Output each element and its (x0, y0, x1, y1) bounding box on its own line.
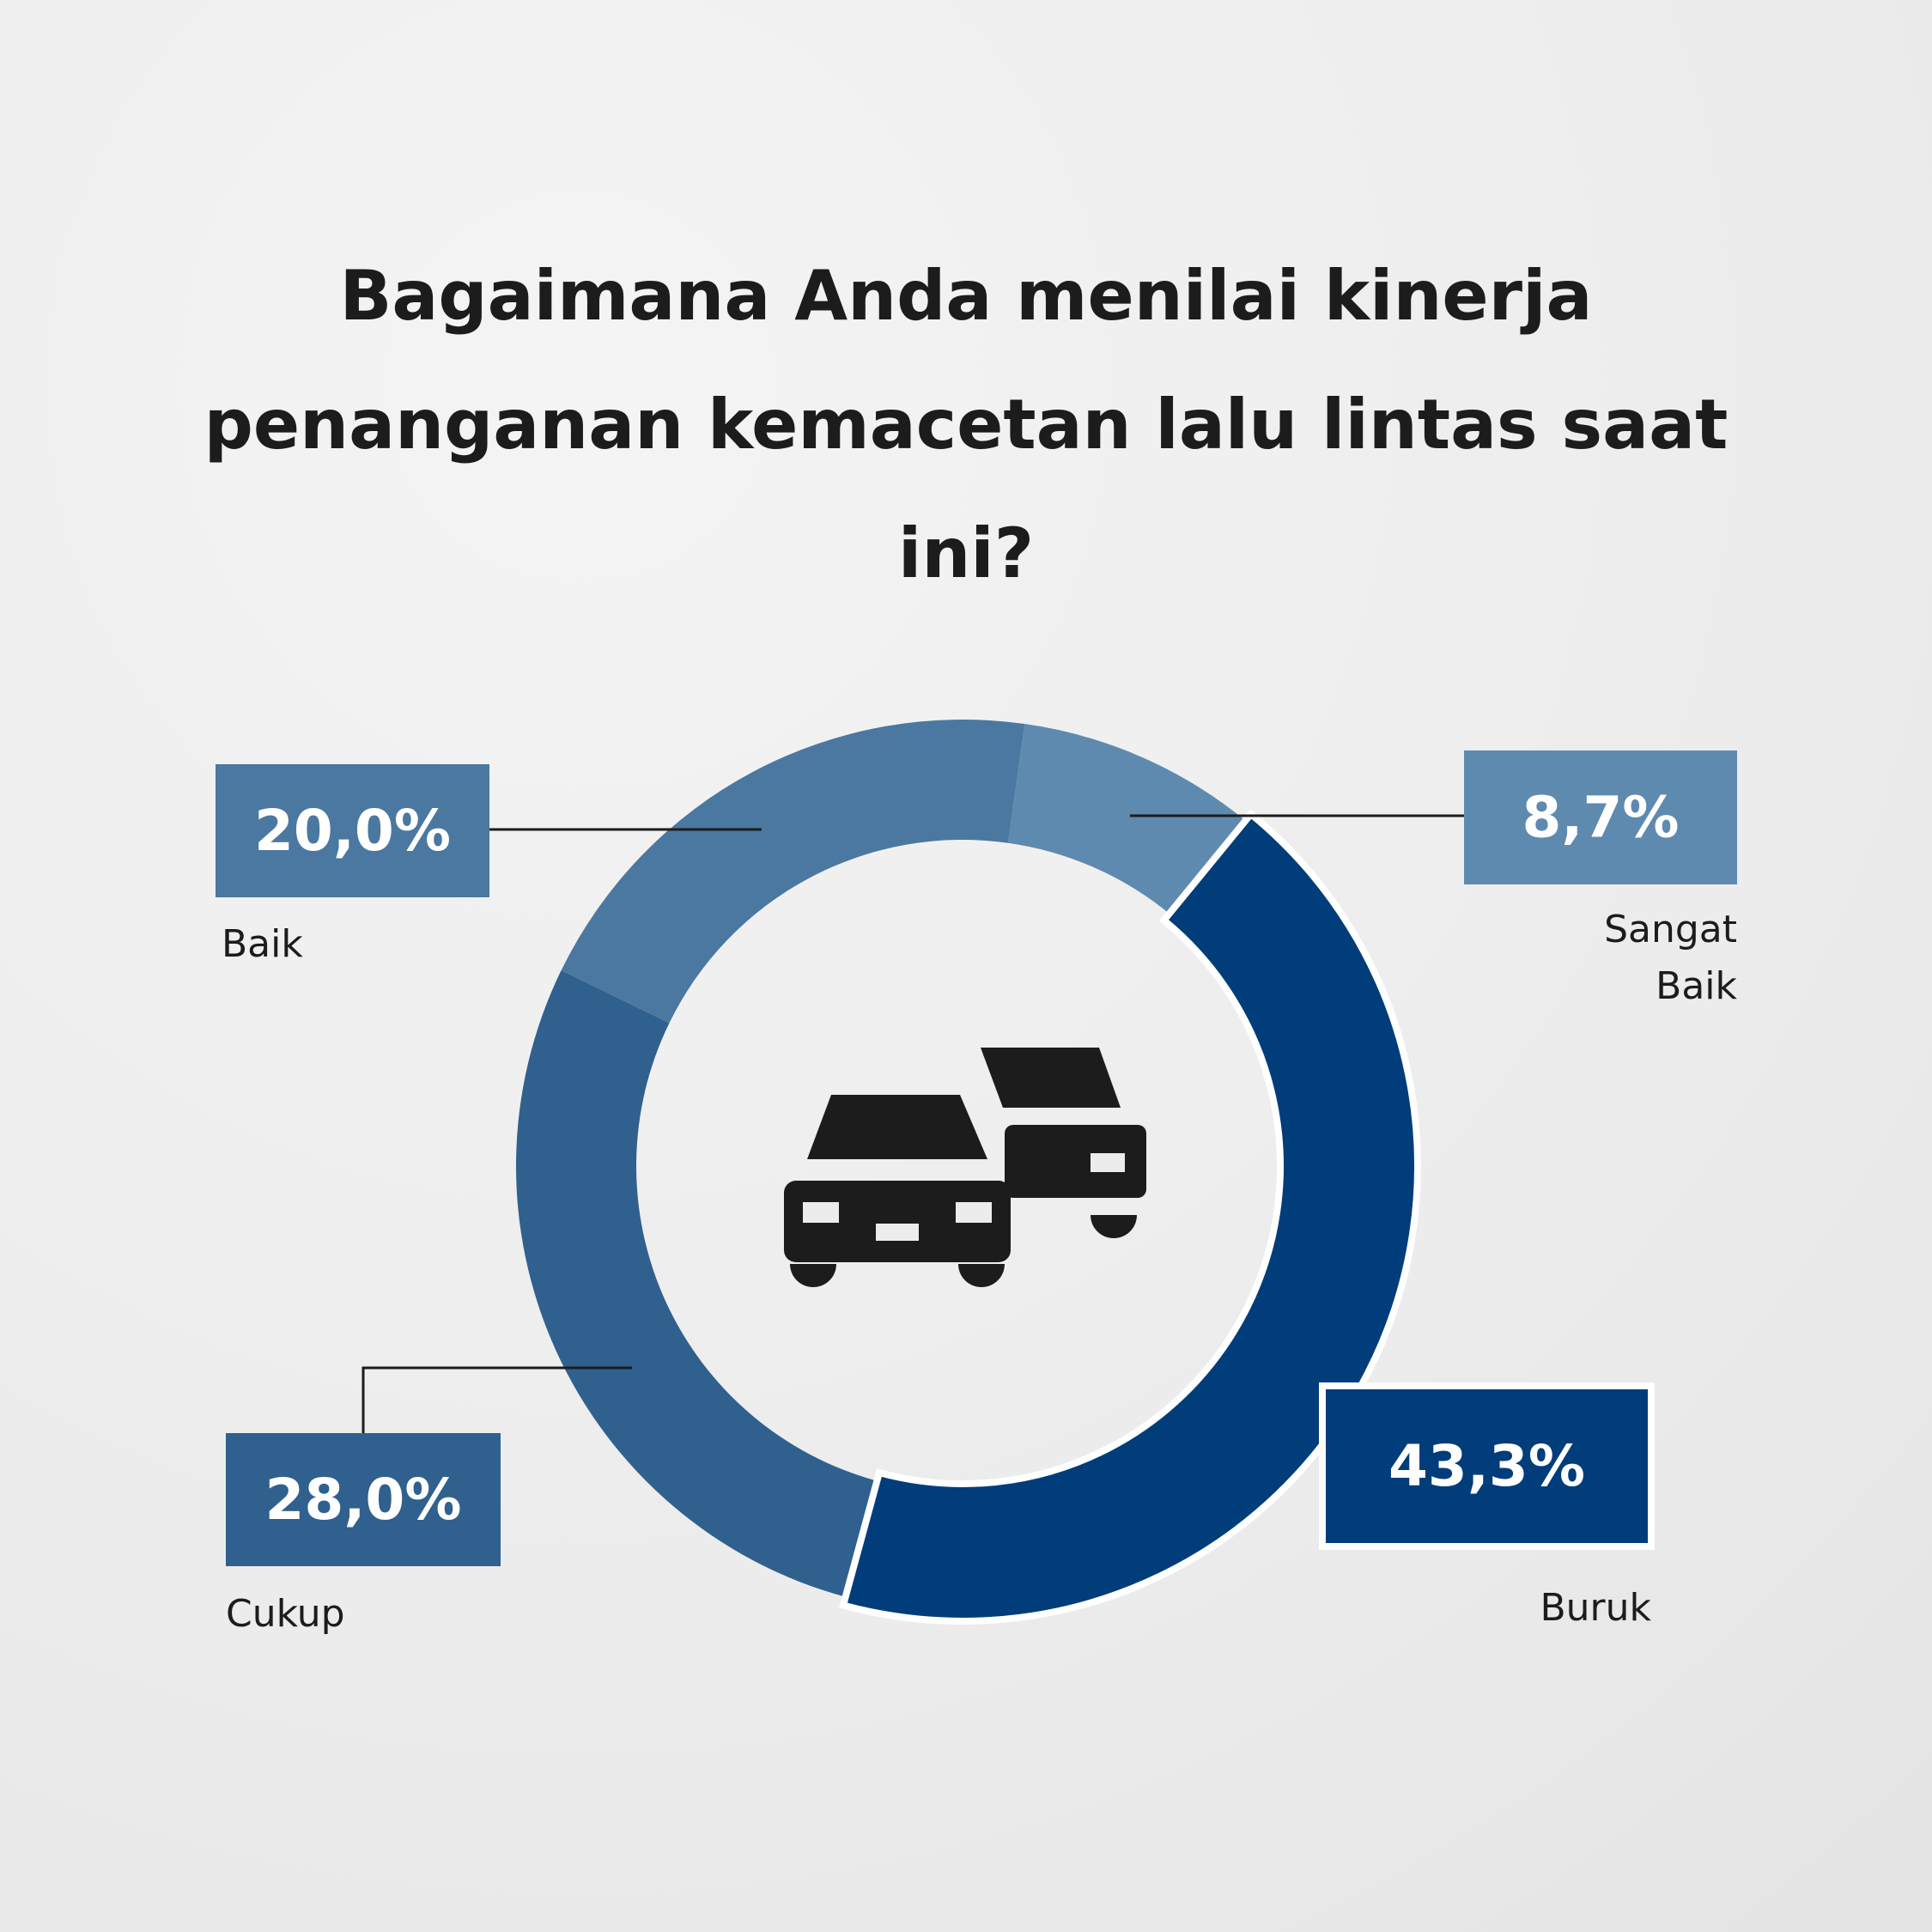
chart-title: Bagaimana Anda menilai kinerja penangana… (204, 256, 1728, 593)
car-wheel (958, 1264, 1005, 1287)
donut-slice (516, 970, 878, 1597)
car-roof (981, 1048, 1121, 1108)
car-wheel (1091, 1215, 1137, 1238)
category-label: Buruk (1540, 1586, 1651, 1630)
car-plate (876, 1224, 919, 1241)
car-icon (784, 1048, 1146, 1287)
category-label: Sangat Baik (1604, 908, 1737, 1008)
value-label: 28,0% (265, 1467, 462, 1533)
donut-slice (561, 719, 1025, 1024)
car-wheel (790, 1264, 836, 1287)
car-light (1091, 1153, 1125, 1172)
category-label: Baik (222, 922, 303, 966)
donut-slice (1007, 724, 1246, 914)
car-light (956, 1202, 992, 1223)
value-label: 43,3% (1388, 1433, 1585, 1499)
value-label: 20,0% (254, 798, 451, 864)
car-light (803, 1202, 839, 1223)
leader-line (361, 1366, 632, 1433)
value-label-box (216, 764, 489, 897)
car-body (784, 1181, 1011, 1262)
donut-slice (839, 809, 1421, 1625)
value-label-box (1464, 750, 1737, 884)
value-label-box (226, 1433, 501, 1566)
car-body (1005, 1125, 1146, 1198)
value-label: 8,7% (1522, 785, 1679, 851)
category-label: Cukup (226, 1592, 345, 1636)
value-label-box (1319, 1382, 1655, 1550)
donut (516, 719, 1421, 1625)
car-roof (807, 1095, 987, 1159)
